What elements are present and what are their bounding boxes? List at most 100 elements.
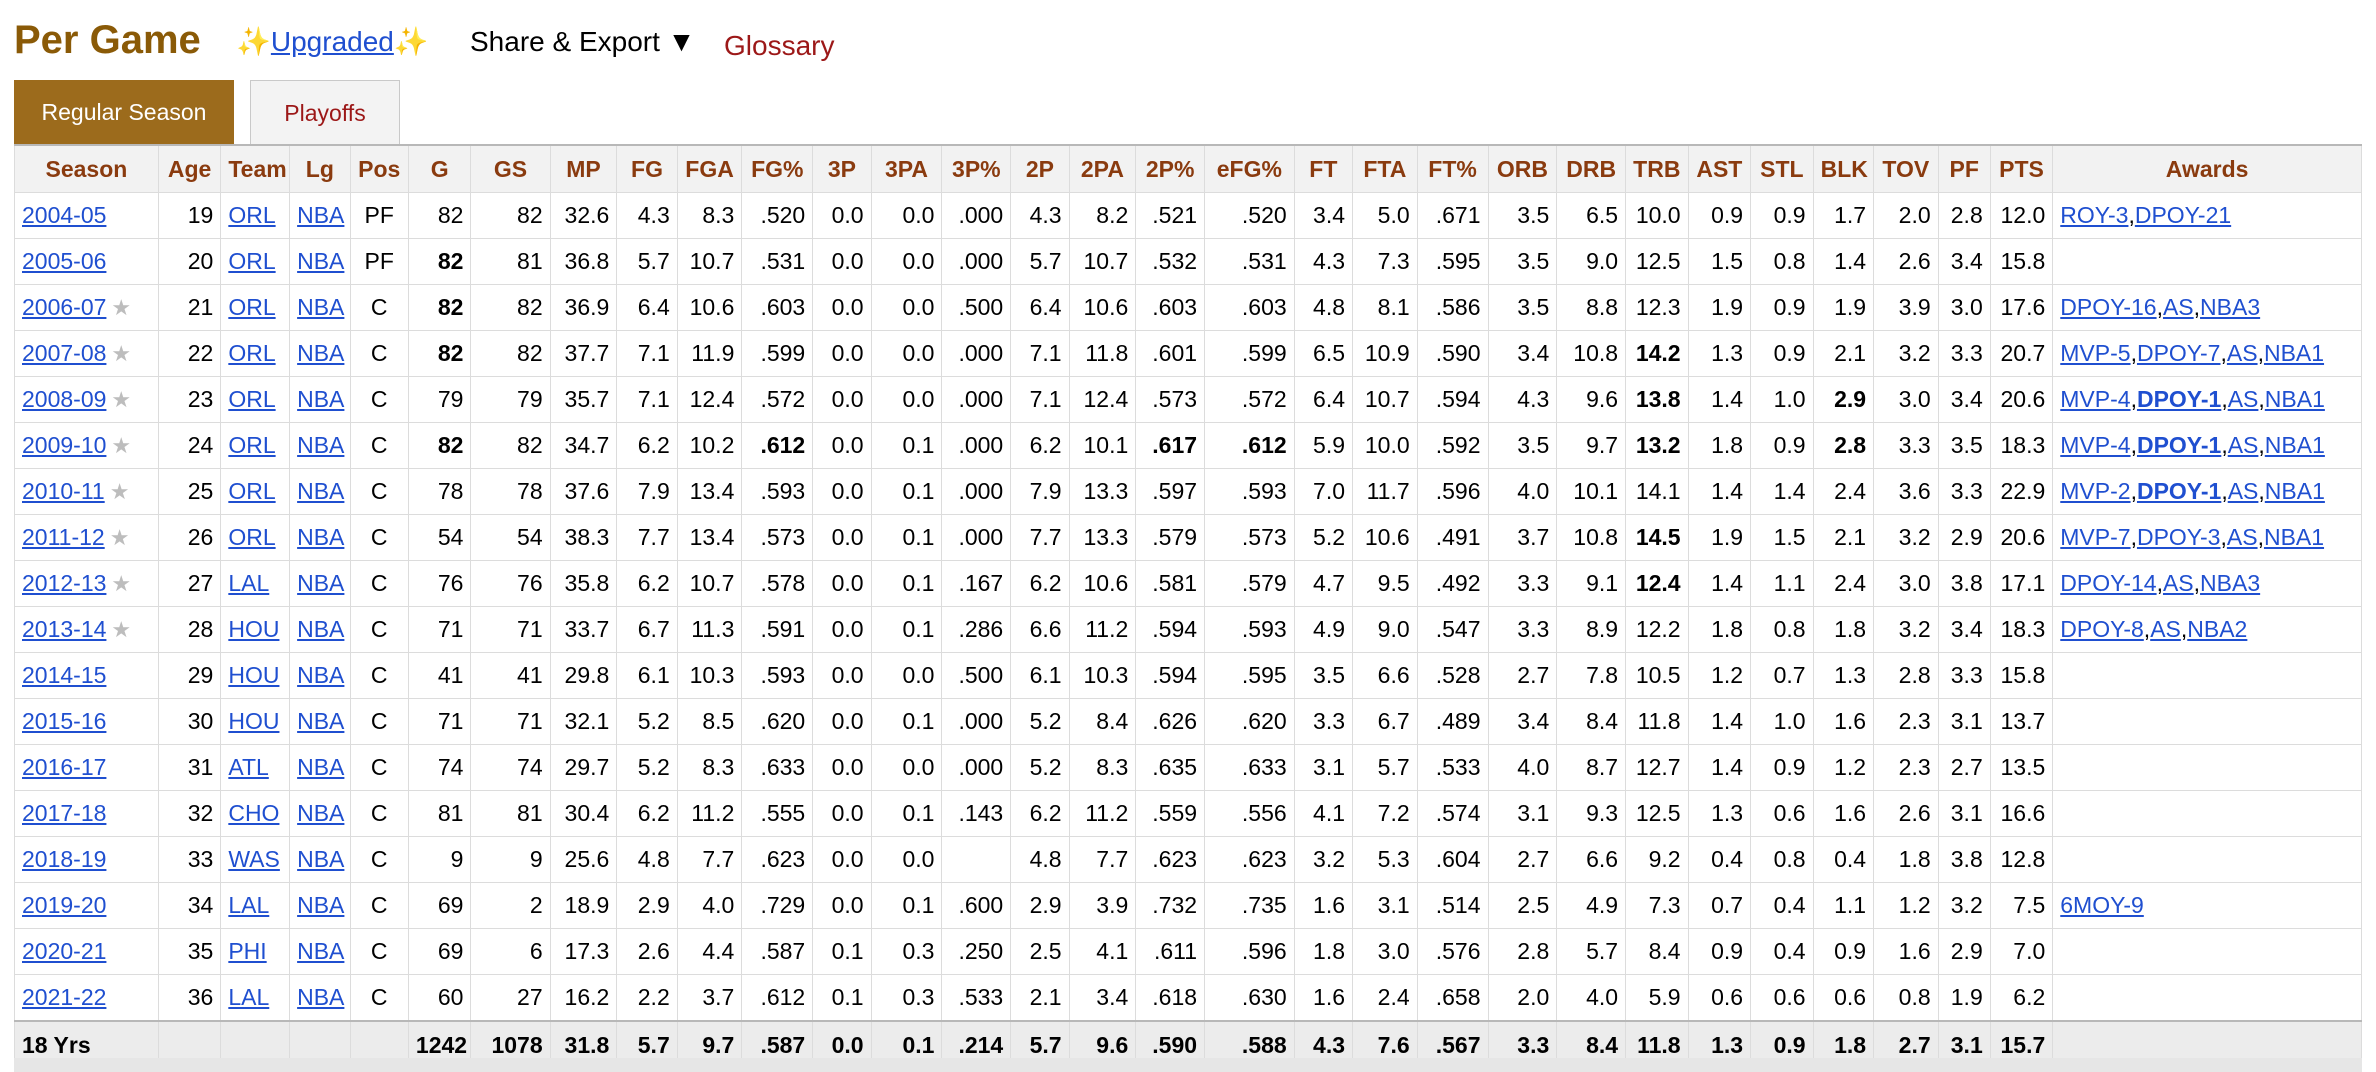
league-link[interactable]: NBA bbox=[297, 800, 345, 826]
award-link[interactable]: DPOY-21 bbox=[2134, 202, 2232, 228]
team-link[interactable]: ORL bbox=[228, 432, 276, 458]
season-link[interactable]: 2011-12 bbox=[22, 524, 105, 550]
column-header[interactable]: 2P bbox=[1010, 144, 1070, 193]
tab-playoffs[interactable]: Playoffs bbox=[250, 80, 400, 144]
column-header[interactable]: Team bbox=[220, 144, 291, 193]
team-link[interactable]: WAS bbox=[228, 846, 280, 872]
award-link[interactable]: AS bbox=[2227, 478, 2259, 504]
award-link[interactable]: ROY-3 bbox=[2060, 202, 2129, 228]
column-header[interactable]: eFG% bbox=[1204, 144, 1295, 193]
column-header[interactable]: GS bbox=[470, 144, 551, 193]
team-link[interactable]: HOU bbox=[228, 708, 280, 734]
column-header[interactable]: G bbox=[407, 144, 472, 193]
award-link[interactable]: NBA1 bbox=[2263, 340, 2325, 366]
award-link[interactable]: 6MOY-9 bbox=[2060, 892, 2144, 918]
season-link[interactable]: 2013-14 bbox=[22, 616, 107, 642]
season-link[interactable]: 2009-10 bbox=[22, 432, 107, 458]
season-link[interactable]: 2021-22 bbox=[22, 984, 107, 1010]
column-header[interactable]: FG bbox=[616, 144, 678, 193]
column-header[interactable]: Awards bbox=[2052, 144, 2362, 193]
league-link[interactable]: NBA bbox=[297, 570, 345, 596]
league-link[interactable]: NBA bbox=[297, 386, 345, 412]
team-link[interactable]: HOU bbox=[228, 616, 280, 642]
team-link[interactable]: ORL bbox=[228, 524, 276, 550]
league-link[interactable]: NBA bbox=[297, 524, 345, 550]
award-link[interactable]: AS bbox=[2162, 294, 2194, 320]
award-link[interactable]: MVP-2 bbox=[2060, 478, 2131, 504]
award-link[interactable]: DPOY-8 bbox=[2060, 616, 2144, 642]
column-header[interactable]: 3P bbox=[812, 144, 872, 193]
glossary-link[interactable]: Glossary bbox=[724, 30, 835, 61]
team-link[interactable]: ORL bbox=[228, 294, 276, 320]
team-link[interactable]: ORL bbox=[228, 202, 276, 228]
column-header[interactable]: BLK bbox=[1812, 144, 1875, 193]
award-link[interactable]: AS bbox=[2150, 616, 2181, 642]
column-header[interactable]: PF bbox=[1937, 144, 1991, 193]
season-link[interactable]: 2005-06 bbox=[22, 248, 107, 274]
award-link[interactable]: AS bbox=[2226, 340, 2258, 366]
team-link[interactable]: LAL bbox=[228, 570, 270, 596]
column-header[interactable]: TRB bbox=[1625, 144, 1689, 193]
team-link[interactable]: ORL bbox=[228, 386, 276, 412]
league-link[interactable]: NBA bbox=[297, 892, 345, 918]
award-link[interactable]: DPOY-1 bbox=[2136, 386, 2222, 412]
league-link[interactable]: NBA bbox=[297, 754, 345, 780]
column-header[interactable]: FT bbox=[1293, 144, 1354, 193]
award-link[interactable]: NBA1 bbox=[2264, 432, 2325, 458]
award-link[interactable]: AS bbox=[2227, 386, 2259, 412]
tab-regular-season[interactable]: Regular Season bbox=[14, 80, 234, 144]
league-link[interactable]: NBA bbox=[297, 708, 345, 734]
team-link[interactable]: ORL bbox=[228, 478, 276, 504]
league-link[interactable]: NBA bbox=[297, 202, 345, 228]
award-link[interactable]: MVP-4 bbox=[2060, 432, 2131, 458]
column-header[interactable]: 2P% bbox=[1135, 144, 1206, 193]
column-header[interactable]: 3PA bbox=[870, 144, 943, 193]
column-header[interactable]: ORB bbox=[1487, 144, 1558, 193]
season-link[interactable]: 2007-08 bbox=[22, 340, 107, 366]
column-header[interactable]: 2PA bbox=[1068, 144, 1137, 193]
league-link[interactable]: NBA bbox=[297, 340, 345, 366]
award-link[interactable]: AS bbox=[2227, 432, 2259, 458]
team-link[interactable]: HOU bbox=[228, 662, 280, 688]
column-header[interactable]: FT% bbox=[1416, 144, 1489, 193]
column-header[interactable]: STL bbox=[1750, 144, 1814, 193]
award-link[interactable]: NBA1 bbox=[2264, 478, 2325, 504]
award-link[interactable]: MVP-4 bbox=[2060, 386, 2131, 412]
award-link[interactable]: NBA3 bbox=[2200, 570, 2261, 596]
award-link[interactable]: AS bbox=[2162, 570, 2194, 596]
team-link[interactable]: CHO bbox=[228, 800, 280, 826]
column-header[interactable]: TOV bbox=[1873, 144, 1939, 193]
team-link[interactable]: LAL bbox=[228, 892, 270, 918]
column-header[interactable]: Pos bbox=[349, 144, 409, 193]
award-link[interactable]: NBA2 bbox=[2187, 616, 2248, 642]
award-link[interactable]: AS bbox=[2226, 524, 2258, 550]
team-link[interactable]: ORL bbox=[228, 248, 276, 274]
award-link[interactable]: NBA1 bbox=[2263, 524, 2325, 550]
column-header[interactable]: FGA bbox=[676, 144, 743, 193]
award-link[interactable]: MVP-7 bbox=[2060, 524, 2131, 550]
column-header[interactable]: Season bbox=[14, 144, 159, 193]
league-link[interactable]: NBA bbox=[297, 662, 345, 688]
column-header[interactable]: Age bbox=[157, 144, 222, 193]
column-header[interactable]: Lg bbox=[289, 144, 351, 193]
team-link[interactable]: PHI bbox=[228, 938, 267, 964]
season-link[interactable]: 2017-18 bbox=[22, 800, 107, 826]
league-link[interactable]: NBA bbox=[297, 248, 345, 274]
column-header[interactable]: PTS bbox=[1989, 144, 2054, 193]
award-link[interactable]: DPOY-3 bbox=[2136, 524, 2221, 550]
team-link[interactable]: LAL bbox=[228, 984, 270, 1010]
award-link[interactable]: NBA3 bbox=[2200, 294, 2261, 320]
column-header[interactable]: DRB bbox=[1556, 144, 1627, 193]
season-link[interactable]: 2014-15 bbox=[22, 662, 107, 688]
column-header[interactable]: 3P% bbox=[941, 144, 1012, 193]
award-link[interactable]: DPOY-14 bbox=[2060, 570, 2157, 596]
league-link[interactable]: NBA bbox=[297, 478, 345, 504]
season-link[interactable]: 2008-09 bbox=[22, 386, 107, 412]
league-link[interactable]: NBA bbox=[297, 432, 345, 458]
season-link[interactable]: 2016-17 bbox=[22, 754, 107, 780]
league-link[interactable]: NBA bbox=[297, 294, 345, 320]
season-link[interactable]: 2004-05 bbox=[22, 202, 107, 228]
column-header[interactable]: MP bbox=[549, 144, 618, 193]
league-link[interactable]: NBA bbox=[297, 938, 345, 964]
season-link[interactable]: 2019-20 bbox=[22, 892, 107, 918]
